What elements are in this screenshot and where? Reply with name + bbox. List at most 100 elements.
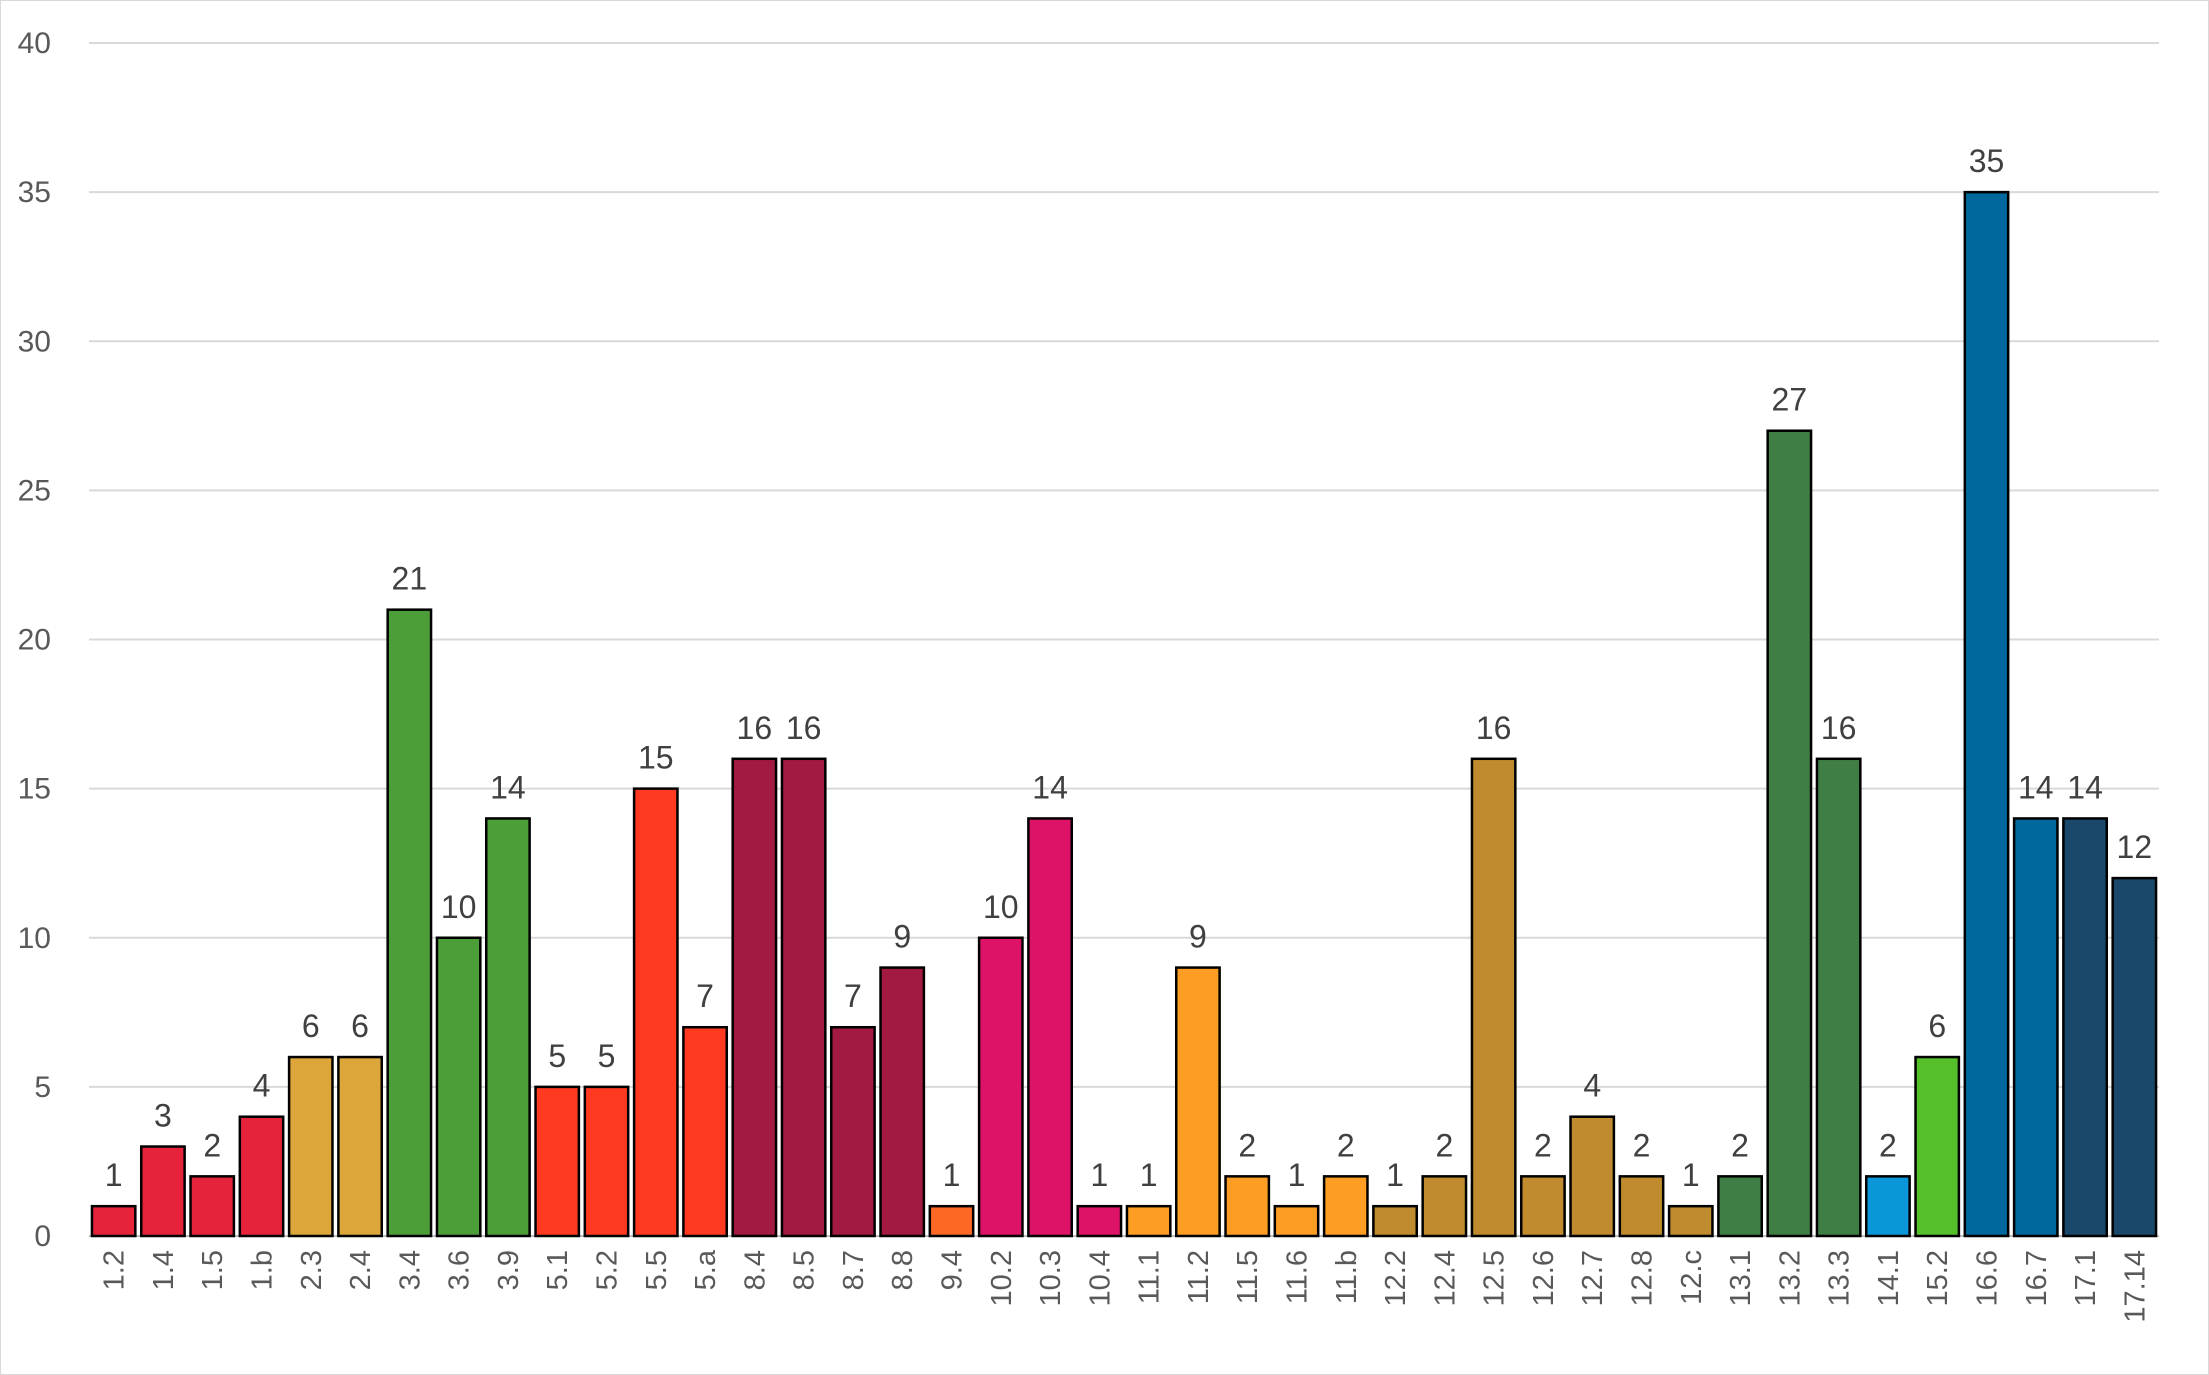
x-tick-label: 5.a xyxy=(690,1249,722,1290)
data-label: 14 xyxy=(2067,769,2103,805)
x-tick-label: 16.7 xyxy=(2021,1250,2053,1306)
x-tick-label: 12.4 xyxy=(1429,1250,1461,1306)
x-tick-label: 8.4 xyxy=(739,1250,771,1290)
x-tick-label: 10.2 xyxy=(986,1250,1018,1306)
bar-8.5 xyxy=(780,757,827,1238)
x-tick-label: 3.4 xyxy=(394,1250,426,1290)
bar-10.4 xyxy=(1076,1204,1123,1238)
bar-16.6 xyxy=(1963,190,2010,1238)
bar-12.5 xyxy=(1470,757,1517,1238)
bar-8.7 xyxy=(829,1025,876,1238)
bar-1.5 xyxy=(189,1175,236,1238)
data-label: 14 xyxy=(490,769,526,805)
data-label: 2 xyxy=(1337,1127,1355,1163)
data-label: 1 xyxy=(1288,1157,1306,1193)
x-tick-label: 11.b xyxy=(1331,1250,1363,1304)
data-label: 10 xyxy=(441,889,477,925)
data-label: 2 xyxy=(1238,1127,1256,1163)
bar-12.4 xyxy=(1421,1175,1468,1238)
bar-8.4 xyxy=(731,757,778,1238)
x-tick-label: 2.4 xyxy=(345,1250,377,1290)
x-tick-label: 12.8 xyxy=(1627,1250,1659,1306)
gridlines xyxy=(89,42,2159,1237)
data-label: 4 xyxy=(253,1068,271,1104)
data-label: 2 xyxy=(1435,1127,1453,1163)
data-label: 6 xyxy=(302,1008,320,1044)
bar-11.6 xyxy=(1273,1204,1320,1238)
bar-12.8 xyxy=(1618,1175,1665,1238)
x-tick-label: 3.9 xyxy=(493,1250,525,1290)
bar-11.2 xyxy=(1174,966,1221,1238)
data-label: 5 xyxy=(548,1038,566,1074)
y-tick-label: 5 xyxy=(34,1071,51,1104)
bar-10.2 xyxy=(977,936,1024,1238)
x-tick-label: 10.3 xyxy=(1035,1250,1067,1306)
bar-15.2 xyxy=(1914,1055,1961,1238)
x-tick-label: 3.6 xyxy=(444,1250,476,1290)
data-label: 9 xyxy=(893,919,911,955)
y-tick-label: 40 xyxy=(18,27,51,60)
x-tick-label: 15.2 xyxy=(1922,1250,1954,1306)
x-tick-label: 14.1 xyxy=(1873,1250,1905,1306)
bar-3.4 xyxy=(386,608,433,1238)
x-tick-label: 13.3 xyxy=(1824,1250,1856,1306)
y-tick-label: 25 xyxy=(18,474,51,507)
x-tick-label: 11.2 xyxy=(1183,1250,1215,1304)
data-label: 2 xyxy=(1534,1127,1552,1163)
bar-11.1 xyxy=(1125,1204,1172,1238)
data-label: 15 xyxy=(638,740,674,776)
x-tick-label: 16.6 xyxy=(1972,1250,2004,1306)
bar-12.7 xyxy=(1569,1115,1616,1238)
bar-11.5 xyxy=(1224,1175,1271,1238)
x-tick-label: 8.5 xyxy=(789,1250,821,1290)
x-tick-label: 11.1 xyxy=(1134,1250,1166,1304)
y-tick-label: 15 xyxy=(18,773,51,806)
x-tick-label: 12.c xyxy=(1676,1250,1708,1305)
data-label: 12 xyxy=(2117,829,2153,865)
bar-11.b xyxy=(1322,1175,1369,1238)
y-tick-label: 10 xyxy=(18,922,51,955)
data-label: 9 xyxy=(1189,919,1207,955)
data-label: 16 xyxy=(737,710,773,746)
y-tick-label: 30 xyxy=(18,325,51,358)
bar-1.4 xyxy=(139,1145,186,1238)
data-label: 1 xyxy=(1090,1157,1108,1193)
data-label: 6 xyxy=(1928,1008,1946,1044)
x-tick-label: 12.5 xyxy=(1479,1250,1511,1306)
x-tick-label: 8.7 xyxy=(838,1250,870,1290)
bar-1.2 xyxy=(90,1204,137,1238)
x-tick-label: 5.5 xyxy=(641,1250,673,1290)
bar-12.c xyxy=(1667,1204,1714,1238)
bar-1.b xyxy=(238,1115,285,1238)
data-label: 2 xyxy=(1633,1127,1651,1163)
y-tick-label: 0 xyxy=(34,1220,51,1253)
data-label: 10 xyxy=(983,889,1019,925)
data-label: 4 xyxy=(1583,1068,1601,1104)
x-tick-label: 8.8 xyxy=(887,1250,919,1290)
x-tick-label: 1.4 xyxy=(148,1250,180,1290)
data-label: 5 xyxy=(598,1038,616,1074)
data-label: 16 xyxy=(1821,710,1857,746)
data-label: 1 xyxy=(1386,1157,1404,1193)
x-tick-label: 1.2 xyxy=(99,1250,131,1290)
data-label: 1 xyxy=(1682,1157,1700,1193)
y-axis-ticks: 0 5 10 15 20 25 30 35 40 xyxy=(18,27,51,1253)
data-label: 2 xyxy=(203,1127,221,1163)
bar-12.6 xyxy=(1519,1175,1566,1238)
bar-16.7 xyxy=(2012,817,2059,1238)
data-label: 6 xyxy=(351,1008,369,1044)
bar-3.6 xyxy=(435,936,482,1238)
bar-8.8 xyxy=(879,966,926,1238)
data-label: 1 xyxy=(1140,1157,1158,1193)
x-tick-label: 5.2 xyxy=(592,1250,624,1290)
data-label: 27 xyxy=(1772,382,1808,418)
data-label: 3 xyxy=(154,1098,172,1134)
data-label: 21 xyxy=(392,561,428,597)
bar-2.3 xyxy=(287,1055,334,1238)
data-label: 16 xyxy=(786,710,822,746)
x-tick-label: 2.3 xyxy=(296,1250,328,1290)
x-tick-label: 17.1 xyxy=(2070,1250,2102,1306)
